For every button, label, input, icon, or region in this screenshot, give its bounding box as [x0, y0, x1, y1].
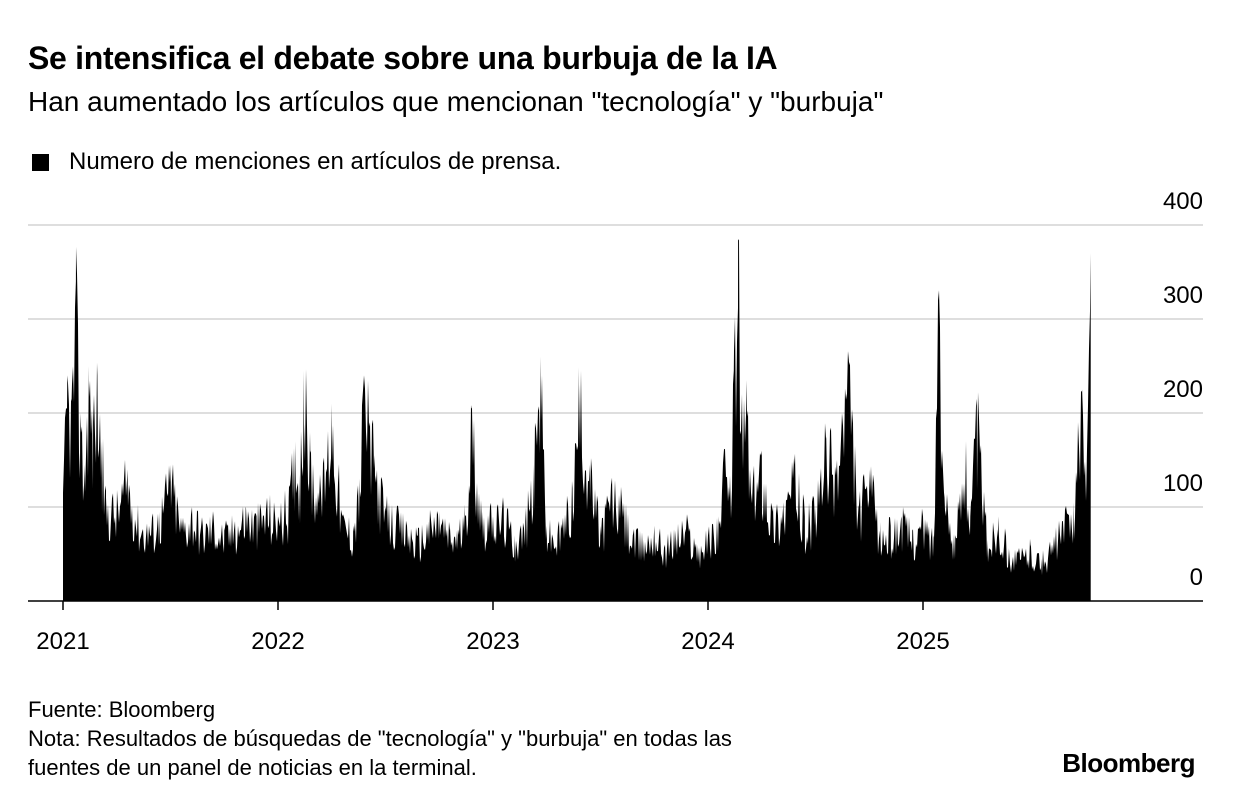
- y-tick-label-100: 100: [1163, 470, 1203, 497]
- legend-swatch: [32, 153, 49, 171]
- note-line-2: fuentes de un panel de noticias en la te…: [28, 755, 477, 780]
- source-note: Fuente: Bloomberg: [28, 697, 216, 722]
- y-tick-label-400: 400: [1163, 188, 1203, 215]
- legend-label: Numero de menciones en artículos de pren…: [69, 148, 562, 175]
- x-tick-label-2024: 2024: [681, 628, 734, 655]
- y-axis: 0 100 200 300 400: [1163, 188, 1203, 591]
- series-area: [63, 239, 1091, 601]
- x-tick-label-2023: 2023: [466, 628, 519, 655]
- bloomberg-logo: Bloomberg: [1062, 748, 1195, 778]
- chart-subtitle: Han aumentado los artículos que menciona…: [28, 86, 884, 117]
- gridlines: [28, 224, 1203, 508]
- chart-title: Se intensifica el debate sobre una burbu…: [28, 40, 778, 76]
- y-tick-label-0: 0: [1190, 564, 1203, 591]
- x-tick-label-2025: 2025: [896, 628, 949, 655]
- x-tick-label-2022: 2022: [251, 628, 304, 655]
- y-tick-label-300: 300: [1163, 282, 1203, 309]
- legend: Numero de menciones en artículos de pren…: [32, 148, 561, 176]
- y-tick-label-200: 200: [1163, 376, 1203, 403]
- x-tick-label-2021: 2021: [36, 628, 89, 655]
- footer: Fuente: Bloomberg Nota: Resultados de bú…: [28, 695, 732, 782]
- x-axis: 2021 2022 2023 2024 2025: [36, 601, 950, 655]
- note-line-1: Nota: Resultados de búsquedas de "tecnol…: [28, 726, 732, 751]
